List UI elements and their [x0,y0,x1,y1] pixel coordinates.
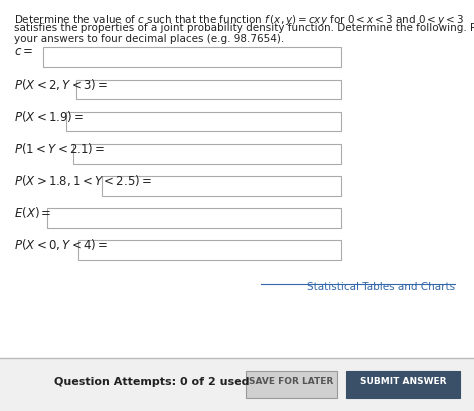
Text: $P(X < 1.9) =$: $P(X < 1.9) =$ [14,109,84,124]
Text: $E(X) =$: $E(X) =$ [14,205,52,220]
FancyBboxPatch shape [78,240,341,260]
Text: Determine the value of $c$ such that the function $f\,(x, y) = cxy$ for $0 < x <: Determine the value of $c$ such that the… [14,12,464,27]
FancyBboxPatch shape [102,176,341,196]
Text: SUBMIT ANSWER: SUBMIT ANSWER [360,377,446,386]
FancyBboxPatch shape [0,0,474,358]
Text: $c =$: $c =$ [14,45,34,58]
Text: $P(X < 2, Y < 3) =$: $P(X < 2, Y < 3) =$ [14,76,109,92]
Text: $P(X < 0, Y < 4) =$: $P(X < 0, Y < 4) =$ [14,238,109,252]
FancyBboxPatch shape [73,144,341,164]
Text: SAVE FOR LATER: SAVE FOR LATER [249,377,334,386]
FancyBboxPatch shape [346,371,460,398]
Text: your answers to four decimal places (e.g. 98.7654).: your answers to four decimal places (e.g… [14,34,284,44]
FancyBboxPatch shape [66,112,341,132]
FancyBboxPatch shape [246,371,337,398]
FancyBboxPatch shape [43,47,341,67]
Text: Question Attempts: 0 of 2 used: Question Attempts: 0 of 2 used [54,376,249,387]
FancyBboxPatch shape [47,208,341,228]
Text: $P(X > 1.8, 1 < Y < 2.5) =$: $P(X > 1.8, 1 < Y < 2.5) =$ [14,173,152,188]
Text: satisfies the properties of a joint probability density function. Determine the : satisfies the properties of a joint prob… [14,23,474,33]
Text: $P(1 < Y < 2.1) =$: $P(1 < Y < 2.1) =$ [14,141,106,156]
Text: Statistical Tables and Charts: Statistical Tables and Charts [307,282,455,293]
FancyBboxPatch shape [76,80,341,99]
